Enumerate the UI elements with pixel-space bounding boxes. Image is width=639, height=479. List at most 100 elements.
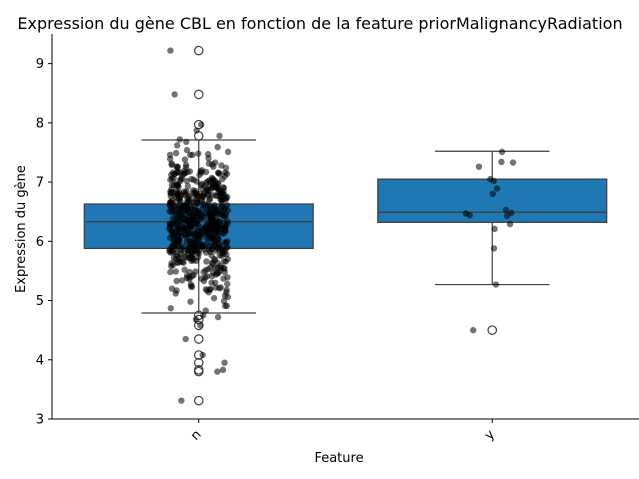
strip-point — [178, 397, 185, 404]
strip-point — [197, 242, 204, 249]
strip-point — [172, 149, 180, 157]
y-tick-label: 5 — [36, 294, 44, 309]
strip-point — [214, 368, 221, 375]
strip-point — [187, 298, 194, 305]
strip-point — [166, 151, 174, 159]
strip-point — [210, 294, 218, 302]
box-group-y — [377, 148, 608, 335]
strip-point — [466, 212, 473, 219]
plot-area — [83, 45, 608, 406]
strip-point — [498, 148, 506, 156]
strip-point — [202, 267, 209, 274]
strip-point — [203, 258, 210, 265]
strip-point — [172, 216, 179, 223]
strip-point — [182, 205, 190, 212]
strip-point — [215, 228, 222, 235]
strip-point — [199, 351, 206, 359]
strip-point — [182, 161, 190, 169]
outlier-point — [487, 325, 498, 335]
strip-point — [189, 151, 196, 159]
outlier-point — [193, 45, 204, 56]
strip-point — [209, 235, 217, 242]
strip-point — [221, 226, 229, 234]
strip-point — [490, 177, 498, 185]
x-tick-label: n — [188, 427, 204, 443]
strip-point — [193, 178, 200, 185]
box-group-n — [83, 45, 314, 406]
strip-point — [184, 246, 191, 254]
strip-point — [181, 266, 188, 273]
strip-point — [212, 192, 219, 199]
strip-point — [186, 168, 194, 175]
strip-point — [179, 243, 186, 250]
strip-point — [168, 160, 176, 167]
strip-point — [214, 260, 222, 267]
strip-point — [183, 146, 191, 154]
strip-point — [224, 280, 231, 288]
y-tick-label: 4 — [36, 353, 44, 368]
strip-point — [168, 228, 176, 235]
y-tick-label: 7 — [36, 176, 44, 191]
strip-point — [172, 210, 180, 218]
strip-point — [169, 169, 177, 176]
strip-point — [167, 47, 174, 54]
x-tick-label: y — [482, 427, 498, 443]
strip-point — [493, 185, 501, 192]
strip-point — [215, 236, 222, 243]
strip-point — [181, 156, 189, 163]
y-axis-label: Expression du gène — [14, 165, 29, 293]
strip-point — [181, 188, 188, 195]
strip-point — [183, 217, 191, 225]
strip-point — [221, 292, 229, 299]
outlier-point — [193, 334, 204, 344]
strip-point — [193, 220, 200, 227]
strip-point — [196, 171, 203, 179]
strip-point — [506, 220, 514, 228]
strip-point — [175, 259, 182, 266]
strip-point — [224, 148, 232, 156]
strip-point — [194, 235, 202, 242]
strip-point — [223, 251, 230, 258]
strip-point — [194, 199, 202, 207]
strip-point — [167, 305, 174, 312]
strip-point — [220, 258, 228, 265]
strip-point — [212, 284, 219, 291]
strip-point — [175, 236, 182, 244]
box — [377, 178, 608, 223]
strip-point — [178, 277, 186, 284]
strip-point — [168, 285, 176, 292]
strip-point — [207, 182, 214, 189]
strip-point — [509, 159, 517, 166]
y-tick-label: 9 — [36, 57, 44, 72]
strip-point — [200, 277, 208, 285]
strip-point — [224, 274, 231, 281]
strip-point — [175, 188, 183, 196]
strip-point — [218, 196, 225, 204]
strip-point — [217, 284, 224, 291]
strip-point — [194, 214, 201, 221]
strip-point — [193, 127, 200, 134]
strip-point — [183, 238, 190, 246]
strip-point — [216, 132, 223, 140]
strip-point — [218, 203, 226, 211]
strip-point — [198, 180, 206, 188]
strip-point — [208, 217, 216, 225]
strip-point — [200, 214, 208, 221]
y-tick-label: 6 — [36, 235, 44, 250]
strip-point — [215, 246, 222, 253]
strip-point — [491, 225, 498, 233]
y-tick-label: 3 — [36, 413, 44, 428]
strip-point — [170, 175, 177, 182]
strip-point — [208, 273, 216, 280]
strip-point — [192, 268, 199, 275]
strip-point — [197, 121, 205, 128]
strip-point — [195, 150, 202, 157]
strip-point — [202, 307, 209, 314]
strip-point — [470, 326, 477, 334]
strip-point — [489, 190, 496, 198]
outlier-point — [193, 366, 204, 377]
strip-point — [170, 254, 178, 262]
strip-point — [186, 209, 193, 217]
